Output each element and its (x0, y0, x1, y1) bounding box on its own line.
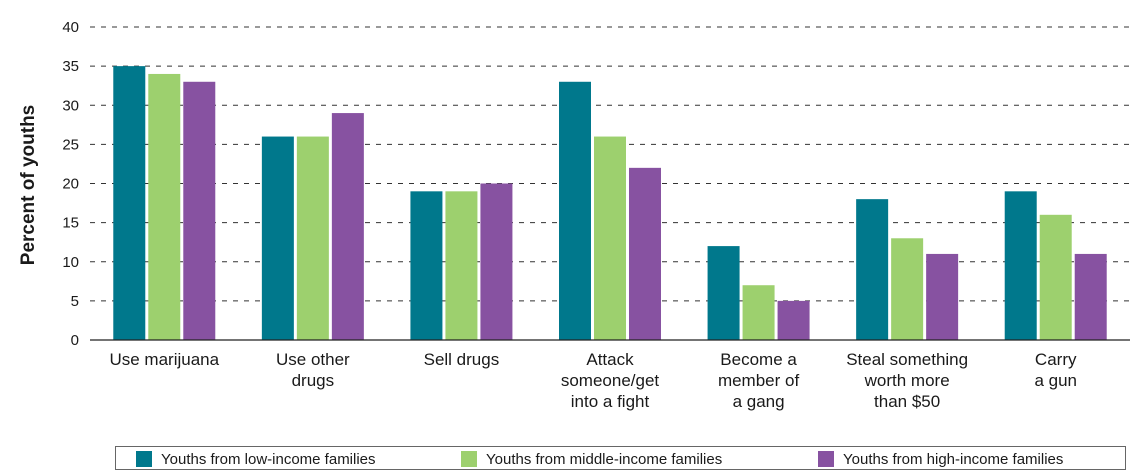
legend-label-low-income: Youths from low-income families (161, 450, 376, 468)
bar (1004, 191, 1037, 340)
y-axis-label: Percent of youths (18, 105, 39, 265)
y-tick-label: 10 (62, 254, 79, 271)
legend-item-low-income: Youths from low-income families (136, 450, 376, 468)
y-tick-label: 20 (62, 176, 79, 193)
x-category-label: than $50 (874, 392, 940, 411)
bar (629, 167, 661, 340)
bar (410, 191, 443, 340)
y-axis-ticks: 0 5 10 15 20 25 30 35 40 (62, 19, 79, 349)
legend-swatch-middle-income (461, 451, 477, 467)
y-tick-label: 5 (71, 293, 79, 310)
bar-chart: 0 5 10 15 20 25 30 35 40 Use marijuana Use other d… (18, 19, 1130, 411)
y-tick-label: 25 (62, 136, 79, 153)
x-category-label: Use other (276, 350, 350, 369)
bar (148, 73, 181, 340)
bar (856, 199, 889, 340)
legend-label-high-income: Youths from high-income families (843, 450, 1064, 468)
x-category-label: Carry (1035, 350, 1077, 369)
x-category-label: Steal something (846, 350, 968, 369)
bar (296, 136, 329, 340)
legend-label-middle-income: Youths from middle-income families (486, 450, 723, 468)
bar (261, 136, 294, 340)
bar (926, 253, 959, 340)
bars (113, 66, 1107, 341)
x-category-label: Become a (720, 350, 797, 369)
bar (707, 246, 740, 340)
x-axis-categories: Use marijuana Use other drugs Sell drugs Att… (109, 350, 1077, 411)
legend-swatch-low-income (136, 451, 152, 467)
legend-swatch-high-income (818, 451, 834, 467)
y-tick-label: 40 (62, 19, 79, 36)
x-category-label: worth more (864, 371, 950, 390)
bar (113, 66, 146, 340)
x-category-label: drugs (292, 371, 335, 390)
y-tick-label: 15 (62, 215, 79, 232)
bar (480, 183, 513, 340)
x-category-label: Use marijuana (109, 350, 219, 369)
x-category-label: Sell drugs (424, 350, 500, 369)
bar (891, 238, 924, 340)
bar (594, 136, 626, 340)
bar (559, 81, 591, 341)
bar (331, 113, 364, 340)
bar (445, 191, 478, 340)
x-category-label: a gang (733, 392, 785, 411)
x-category-label: a gun (1034, 371, 1077, 390)
x-category-label: someone/get (561, 371, 660, 390)
x-category-label: member of (718, 371, 800, 390)
x-category-label: Attack (586, 350, 634, 369)
x-category-label: into a fight (571, 392, 650, 411)
bar (777, 300, 810, 340)
bar (742, 285, 775, 340)
y-tick-label: 0 (71, 332, 79, 349)
legend: Youths from low-income families Youths f… (115, 446, 1126, 470)
bar (183, 81, 216, 341)
legend-item-middle-income: Youths from middle-income families (461, 450, 722, 468)
legend-item-high-income: Youths from high-income families (818, 450, 1063, 468)
bar (1074, 253, 1107, 340)
y-tick-label: 35 (62, 58, 79, 75)
bar (1039, 214, 1072, 340)
y-tick-label: 30 (62, 97, 79, 114)
